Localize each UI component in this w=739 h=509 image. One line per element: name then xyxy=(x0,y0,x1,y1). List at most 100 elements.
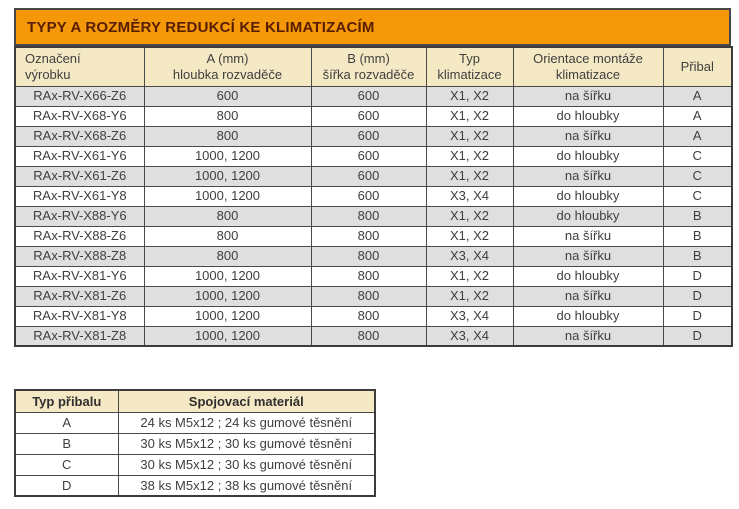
dimensions-table-header: Označení výrobku A (mm) hloubka rozvaděče… xyxy=(14,46,733,87)
table-row: C 30 ks M5x12 ; 30 ks gumové těsnění xyxy=(14,453,376,476)
dimensions-table-body: RAx-RV-X66-Z6 600 600 X1, X2 na šířku A RAx-RV… xyxy=(14,85,733,347)
table-cell: A xyxy=(662,85,733,107)
table-cell: na šířku xyxy=(512,285,664,307)
table-cell: na šířku xyxy=(512,325,664,347)
table-cell: RAx-RV-X61-Z6 xyxy=(14,165,145,187)
table-cell: 24 ks M5x12 ; 24 ks gumové těsnění xyxy=(117,411,376,434)
table-cell: 600 xyxy=(310,105,427,127)
column-header: Spojovací materiál xyxy=(117,389,376,413)
table-cell: D xyxy=(662,305,733,327)
table-cell: 1000, 1200 xyxy=(143,305,312,327)
table-cell: 800 xyxy=(143,205,312,227)
table-row: D 38 ks M5x12 ; 38 ks gumové těsnění xyxy=(14,474,376,497)
table-cell: X1, X2 xyxy=(425,225,514,247)
table-cell: 1000, 1200 xyxy=(143,145,312,167)
table-row: A 24 ks M5x12 ; 24 ks gumové těsnění xyxy=(14,411,376,434)
table-cell: na šířku xyxy=(512,125,664,147)
table-cell: RAx-RV-X88-Y6 xyxy=(14,205,145,227)
table-row: RAx-RV-X81-Y8 1000, 1200 800 X3, X4 do hloub… xyxy=(14,305,733,327)
table-cell: 1000, 1200 xyxy=(143,185,312,207)
table-cell: RAx-RV-X81-Y6 xyxy=(14,265,145,287)
table-cell: 800 xyxy=(143,225,312,247)
table-cell: D xyxy=(14,474,119,497)
table-cell: 800 xyxy=(143,245,312,267)
table-row: RAx-RV-X61-Y8 1000, 1200 600 X3, X4 do hloub… xyxy=(14,185,733,207)
table-cell: X3, X4 xyxy=(425,185,514,207)
table-cell: X1, X2 xyxy=(425,145,514,167)
table-cell: 800 xyxy=(143,105,312,127)
table-row: RAx-RV-X81-Z8 1000, 1200 800 X3, X4 na šířku… xyxy=(14,325,733,347)
accessory-pack-table: Typ přibalu Spojovací materiál A 24 ks M5x… xyxy=(14,389,376,497)
table-cell: 800 xyxy=(310,265,427,287)
table-cell: X1, X2 xyxy=(425,285,514,307)
table-cell: X1, X2 xyxy=(425,125,514,147)
table-cell: X3, X4 xyxy=(425,325,514,347)
table-cell: 800 xyxy=(310,285,427,307)
table-cell: 600 xyxy=(310,125,427,147)
table-row: RAx-RV-X66-Z6 600 600 X1, X2 na šířku A xyxy=(14,85,733,107)
table-cell: do hloubky xyxy=(512,185,664,207)
table-cell: RAx-RV-X81-Y8 xyxy=(14,305,145,327)
table-cell: RAx-RV-X81-Z8 xyxy=(14,325,145,347)
accessory-table-body: A 24 ks M5x12 ; 24 ks gumové těsnění B 30 k… xyxy=(14,411,376,497)
page-title: TYPY A ROZMĚRY REDUKCÍ KE KLIMATIZACÍM xyxy=(14,8,731,46)
table-row: RAx-RV-X88-Z8 800 800 X3, X4 na šířku B xyxy=(14,245,733,267)
table-cell: B xyxy=(662,225,733,247)
table-row: RAx-RV-X88-Y6 800 800 X1, X2 do hloubky B xyxy=(14,205,733,227)
table-cell: RAx-RV-X61-Y8 xyxy=(14,185,145,207)
column-header: Přibal xyxy=(662,46,733,87)
table-cell: 800 xyxy=(310,305,427,327)
table-cell: RAx-RV-X88-Z6 xyxy=(14,225,145,247)
table-cell: 600 xyxy=(310,85,427,107)
table-cell: D xyxy=(662,265,733,287)
column-header: B (mm) šířka rozvaděče xyxy=(310,46,427,87)
table-cell: 600 xyxy=(310,165,427,187)
table-cell: 600 xyxy=(310,185,427,207)
table-cell: 800 xyxy=(310,325,427,347)
table-cell: na šířku xyxy=(512,85,664,107)
table-cell: do hloubky xyxy=(512,265,664,287)
table-cell: 800 xyxy=(310,245,427,267)
table-cell: X1, X2 xyxy=(425,85,514,107)
table-cell: B xyxy=(662,245,733,267)
table-cell: RAx-RV-X88-Z8 xyxy=(14,245,145,267)
table-cell: 800 xyxy=(310,225,427,247)
table-cell: 800 xyxy=(143,125,312,147)
table-cell: 30 ks M5x12 ; 30 ks gumové těsnění xyxy=(117,432,376,455)
table-cell: C xyxy=(662,185,733,207)
table-row: RAx-RV-X81-Y6 1000, 1200 800 X1, X2 do hloub… xyxy=(14,265,733,287)
table-cell: do hloubky xyxy=(512,205,664,227)
header-row: Označení výrobku A (mm) hloubka rozvaděče… xyxy=(14,46,733,87)
column-header: Označení výrobku xyxy=(14,46,145,87)
table-row: RAx-RV-X88-Z6 800 800 X1, X2 na šířku B xyxy=(14,225,733,247)
table-cell: do hloubky xyxy=(512,305,664,327)
table-cell: 38 ks M5x12 ; 38 ks gumové těsnění xyxy=(117,474,376,497)
table-cell: X1, X2 xyxy=(425,165,514,187)
table-cell: na šířku xyxy=(512,165,664,187)
table-cell: C xyxy=(662,165,733,187)
table-row: B 30 ks M5x12 ; 30 ks gumové těsnění xyxy=(14,432,376,455)
table-cell: 800 xyxy=(310,205,427,227)
table-cell: 600 xyxy=(143,85,312,107)
table-cell: na šířku xyxy=(512,245,664,267)
table-cell: B xyxy=(662,205,733,227)
table-cell: D xyxy=(662,325,733,347)
table-cell: RAx-RV-X81-Z6 xyxy=(14,285,145,307)
table-cell: C xyxy=(662,145,733,167)
table-cell: 1000, 1200 xyxy=(143,165,312,187)
table-cell: RAx-RV-X68-Y6 xyxy=(14,105,145,127)
table-row: RAx-RV-X61-Y6 1000, 1200 600 X1, X2 do hloub… xyxy=(14,145,733,167)
table-cell: X1, X2 xyxy=(425,265,514,287)
dimensions-table: Označení výrobku A (mm) hloubka rozvaděče… xyxy=(14,46,733,347)
table-cell: RAx-RV-X66-Z6 xyxy=(14,85,145,107)
table-row: RAx-RV-X61-Z6 1000, 1200 600 X1, X2 na šířku… xyxy=(14,165,733,187)
table-cell: RAx-RV-X68-Z6 xyxy=(14,125,145,147)
table-cell: 1000, 1200 xyxy=(143,285,312,307)
table-row: RAx-RV-X81-Z6 1000, 1200 800 X1, X2 na šířku… xyxy=(14,285,733,307)
table-cell: 1000, 1200 xyxy=(143,325,312,347)
column-header: Orientace montáže klimatizace xyxy=(512,46,664,87)
table-cell: 1000, 1200 xyxy=(143,265,312,287)
column-header: Typ klimatizace xyxy=(425,46,514,87)
column-header: Typ přibalu xyxy=(14,389,119,413)
